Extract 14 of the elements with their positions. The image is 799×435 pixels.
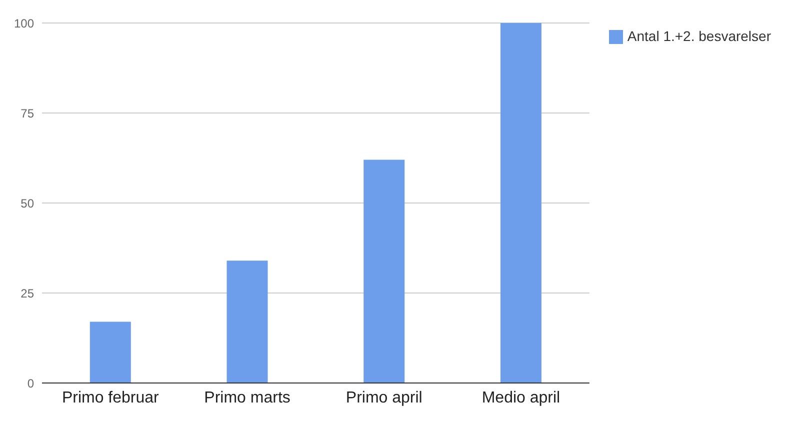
bar [500, 23, 542, 383]
y-tick-label: 0 [27, 376, 34, 390]
y-tick-label: 100 [14, 16, 34, 30]
y-tick-label: 75 [20, 106, 34, 120]
x-tick-label: Primo marts [204, 389, 290, 406]
x-tick-label: Primo februar [62, 389, 160, 406]
bar [90, 322, 131, 383]
y-tick-label: 25 [20, 286, 34, 300]
legend-label: Antal 1.+2. besvarelser [627, 28, 771, 44]
bar [364, 160, 405, 383]
y-tick-label: 50 [20, 196, 34, 210]
x-tick-label: Medio april [482, 389, 560, 406]
x-tick-label: Primo april [346, 389, 422, 406]
bar [226, 260, 268, 383]
